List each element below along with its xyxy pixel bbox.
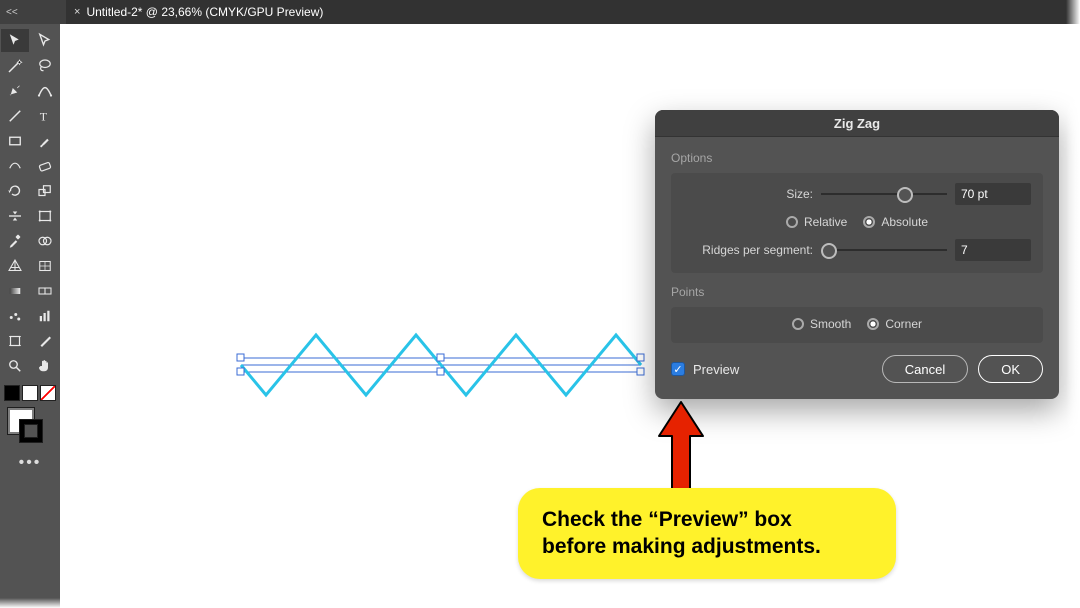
dialog-title[interactable]: Zig Zag (655, 110, 1059, 137)
document-title: Untitled-2* @ 23,66% (CMYK/GPU Preview) (86, 5, 323, 19)
ok-button[interactable]: OK (978, 355, 1043, 383)
options-group: Size: 70 pt Relative (671, 173, 1043, 273)
eraser-tool[interactable] (31, 154, 59, 177)
gradient-tool[interactable] (1, 279, 29, 302)
preview-label: Preview (693, 362, 739, 377)
blend-tool[interactable] (31, 279, 59, 302)
mesh-tool[interactable] (31, 254, 59, 277)
symbol-sprayer-tool[interactable] (1, 304, 29, 327)
annotation-callout: Check the “Preview” box before making ad… (518, 488, 896, 579)
graph-tool[interactable] (31, 304, 59, 327)
scale-tool[interactable] (31, 179, 59, 202)
type-tool[interactable]: T (31, 104, 59, 127)
curvature-tool[interactable] (31, 79, 59, 102)
wand-tool[interactable] (1, 54, 29, 77)
zigzag-path-preview (240, 334, 642, 396)
lasso-tool[interactable] (31, 54, 59, 77)
document-tab[interactable]: × Untitled-2* @ 23,66% (CMYK/GPU Preview… (66, 0, 333, 24)
stroke-swatch[interactable] (20, 420, 42, 442)
shape-builder-tool[interactable] (31, 229, 59, 252)
preview-checkbox[interactable]: ✓ Preview (671, 362, 739, 377)
swatch-none[interactable] (40, 385, 56, 401)
smooth-radio[interactable]: Smooth (792, 317, 851, 331)
callout-line-2: before making adjustments. (542, 535, 821, 558)
free-transform-tool[interactable] (31, 204, 59, 227)
relative-label: Relative (804, 215, 847, 229)
paintbrush-tool[interactable] (31, 129, 59, 152)
line-tool[interactable] (1, 104, 29, 127)
color-swatches (0, 382, 60, 404)
rectangle-tool[interactable] (1, 129, 29, 152)
swatch-white[interactable] (22, 385, 38, 401)
artboard-tool[interactable] (1, 329, 29, 352)
close-icon[interactable]: × (74, 6, 80, 18)
swatch-black[interactable] (4, 385, 20, 401)
smooth-label: Smooth (810, 317, 851, 331)
perspective-tool[interactable] (1, 254, 29, 277)
eyedropper-tool[interactable] (1, 229, 29, 252)
options-group-label: Options (671, 151, 1043, 165)
direct-selection-tool[interactable] (31, 29, 59, 52)
width-tool[interactable] (1, 204, 29, 227)
points-group: Smooth Corner (671, 307, 1043, 343)
shaper-tool[interactable] (1, 154, 29, 177)
cancel-button[interactable]: Cancel (882, 355, 968, 383)
corner-radio[interactable]: Corner (867, 317, 922, 331)
zoom-tool[interactable] (1, 354, 29, 377)
hand-tool[interactable] (31, 354, 59, 377)
checkbox-icon: ✓ (671, 362, 685, 376)
artboard: Zig Zag Options Size: 70 pt (60, 24, 1080, 608)
absolute-label: Absolute (881, 215, 928, 229)
size-slider[interactable] (821, 186, 947, 202)
ridges-slider[interactable] (821, 242, 947, 258)
fill-stroke-control[interactable] (8, 408, 48, 442)
panel-collapse-control[interactable]: << (0, 0, 66, 24)
document-tab-strip: << × Untitled-2* @ 23,66% (CMYK/GPU Prev… (0, 0, 1080, 24)
selection-tool[interactable] (1, 29, 29, 52)
ridges-input[interactable]: 7 (955, 239, 1031, 261)
callout-line-1: Check the “Preview” box (542, 508, 792, 531)
ridges-label: Ridges per segment: (683, 243, 821, 257)
zigzag-dialog: Zig Zag Options Size: 70 pt (655, 110, 1059, 399)
pen-tool[interactable] (1, 79, 29, 102)
size-label: Size: (683, 187, 821, 201)
relative-radio[interactable]: Relative (786, 215, 847, 229)
absolute-radio[interactable]: Absolute (863, 215, 928, 229)
size-input[interactable]: 70 pt (955, 183, 1031, 205)
annotation-arrow-icon (654, 394, 708, 498)
more-tools[interactable]: ••• (0, 454, 60, 472)
points-group-label: Points (671, 285, 1043, 299)
corner-label: Corner (885, 317, 922, 331)
rotate-tool[interactable] (1, 179, 29, 202)
tools-panel: T (0, 24, 61, 608)
svg-text:T: T (40, 109, 48, 123)
slice-tool[interactable] (31, 329, 59, 352)
